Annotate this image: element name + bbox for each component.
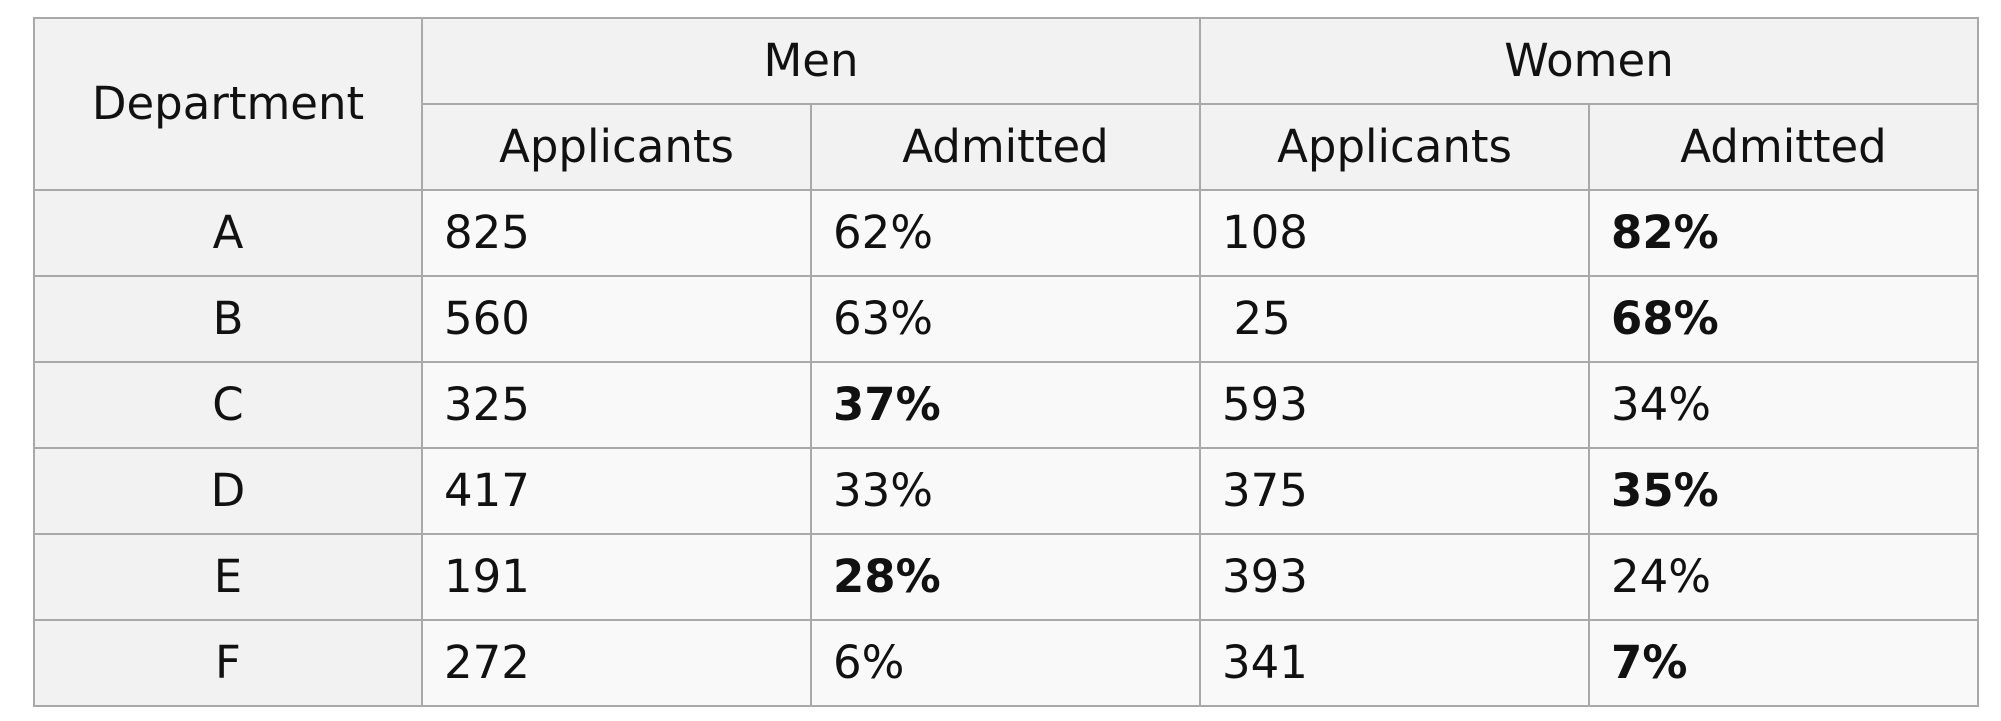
department-cell-value: F <box>215 636 241 689</box>
women-admitted-cell: 24% <box>1588 533 1980 621</box>
men-applicants-cell: 417 <box>421 447 812 535</box>
men-admitted-cell-value: 62% <box>833 206 934 259</box>
women-admitted-cell-value: 24% <box>1611 550 1712 603</box>
men-applicants-header: Applicants <box>421 103 812 191</box>
women-admitted-cell: 34% <box>1588 361 1980 449</box>
women-admitted-cell: 35% <box>1588 447 1980 535</box>
men-applicants-cell-value: 560 <box>444 292 530 345</box>
women-applicants-cell-value: 108 <box>1222 206 1308 259</box>
women-admitted-cell-value: 68% <box>1611 292 1719 345</box>
department-cell: D <box>33 447 423 535</box>
table-row: C 325 37% 593 34% <box>33 361 1980 449</box>
women-applicants-cell-value: 593 <box>1222 378 1308 431</box>
department-cell: E <box>33 533 423 621</box>
women-applicants-header: Applicants <box>1199 103 1591 191</box>
department-cell-value: A <box>212 206 244 259</box>
women-applicants-cell-value: 341 <box>1222 636 1308 689</box>
men-admitted-cell: 28% <box>809 533 1202 621</box>
women-admitted-cell-value: 82% <box>1611 206 1719 259</box>
men-admitted-header: Admitted <box>809 103 1202 191</box>
women-applicants-cell: 25 <box>1199 275 1591 363</box>
men-admitted-cell: 62% <box>809 189 1202 277</box>
women-group-header: Women <box>1199 17 1980 105</box>
department-cell: A <box>33 189 423 277</box>
women-applicants-cell: 593 <box>1199 361 1591 449</box>
women-admitted-cell-value: 35% <box>1611 464 1719 517</box>
table-row: B 560 63% 25 68% <box>33 275 1980 363</box>
men-admitted-cell: 63% <box>809 275 1202 363</box>
admissions-table: Department Men Women Applicants Admitted… <box>33 17 1980 707</box>
men-applicants-cell: 560 <box>421 275 812 363</box>
header-row-subcolumns: Applicants Admitted Applicants Admitted <box>34 103 1980 191</box>
men-applicants-cell-value: 417 <box>444 464 530 517</box>
men-applicants-cell: 191 <box>421 533 812 621</box>
department-cell: B <box>33 275 423 363</box>
men-applicants-cell: 825 <box>421 189 812 277</box>
department-cell-value: B <box>212 292 244 345</box>
women-admitted-cell: 82% <box>1588 189 1980 277</box>
department-cell: C <box>33 361 423 449</box>
women-applicants-cell: 108 <box>1199 189 1591 277</box>
men-admitted-cell: 37% <box>809 361 1202 449</box>
women-applicants-cell-value: 393 <box>1222 550 1308 603</box>
women-admitted-header: Admitted <box>1588 103 1980 191</box>
table-row: F 272 6% 341 7% <box>33 619 1980 707</box>
header-row-groups: Department Men Women <box>33 17 1980 191</box>
men-admitted-cell-value: 63% <box>833 292 934 345</box>
women-applicants-cell-value: 25 <box>1233 292 1291 345</box>
men-applicants-cell: 272 <box>421 619 812 707</box>
men-group-header: Men <box>420 17 1202 105</box>
department-cell-value: C <box>212 378 244 431</box>
men-admitted-cell: 6% <box>809 619 1202 707</box>
men-admitted-cell-value: 33% <box>833 464 934 517</box>
men-applicants-cell-value: 191 <box>444 550 530 603</box>
men-applicants-cell: 325 <box>421 361 812 449</box>
table-row: A 825 62% 108 82% <box>33 189 1980 277</box>
table-header: Department Men Women Applicants Admitted… <box>33 17 1980 191</box>
men-applicants-cell-value: 825 <box>444 206 530 259</box>
men-applicants-cell-value: 325 <box>444 378 530 431</box>
department-cell: F <box>33 619 423 707</box>
women-admitted-cell-value: 34% <box>1611 378 1712 431</box>
table-body: A 825 62% 108 82% B 560 63% 25 68% C 325 37% 593 34% D 4… <box>33 189 1980 707</box>
women-admitted-cell-value: 7% <box>1611 636 1688 689</box>
women-admitted-cell: 7% <box>1588 619 1980 707</box>
table-row: D 417 33% 375 35% <box>33 447 1980 535</box>
men-admitted-cell-value: 6% <box>833 636 905 689</box>
table-row: E 191 28% 393 24% <box>33 533 1980 621</box>
department-cell-value: D <box>210 464 246 517</box>
department-cell-value: E <box>213 550 243 603</box>
men-admitted-cell-value: 37% <box>833 378 941 431</box>
women-applicants-cell: 393 <box>1199 533 1591 621</box>
department-header: Department <box>33 17 423 191</box>
women-applicants-cell: 341 <box>1199 619 1591 707</box>
women-applicants-cell-value: 375 <box>1222 464 1308 517</box>
women-admitted-cell: 68% <box>1588 275 1980 363</box>
men-admitted-cell: 33% <box>809 447 1202 535</box>
women-applicants-cell: 375 <box>1199 447 1591 535</box>
men-applicants-cell-value: 272 <box>444 636 530 689</box>
men-admitted-cell-value: 28% <box>833 550 941 603</box>
